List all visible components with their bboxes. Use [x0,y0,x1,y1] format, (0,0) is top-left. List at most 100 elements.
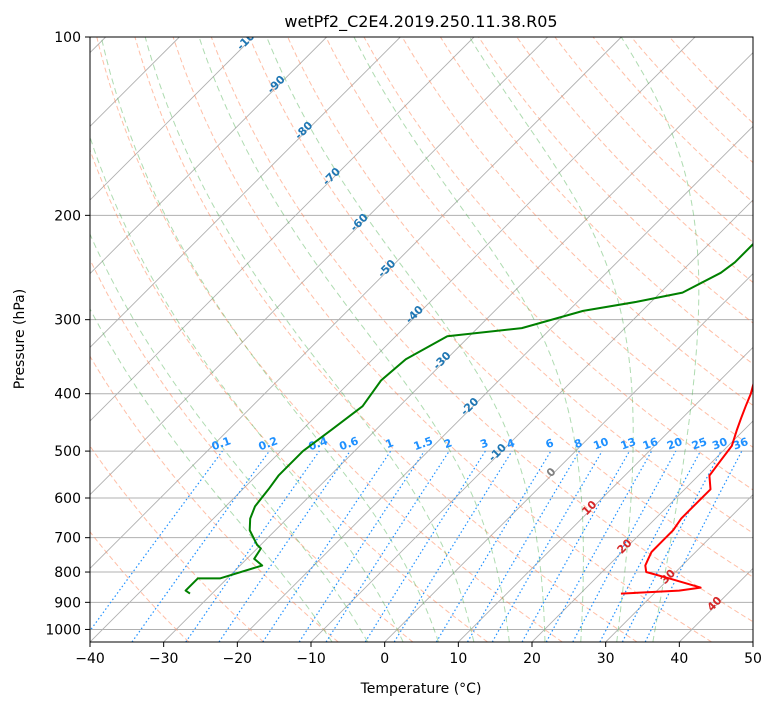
mixing-ratio-line [364,450,486,642]
dry-adiabat [249,37,753,578]
isotherm-line [605,494,753,642]
mixing-ratio-line [491,450,603,642]
mixing-ratio-label: 8 [572,436,584,451]
dry-adiabat [363,37,753,448]
mixing-ratio-line [262,450,392,642]
isotherm-line [237,125,753,642]
moist-adiabat [620,37,700,642]
isotherm-label: -80 [292,119,315,142]
x-tick-label: 20 [523,651,541,667]
mixing-ratio-label: 25 [690,435,709,452]
isotherm-line [458,346,753,642]
y-tick-label: 100 [54,30,81,46]
mixing-ratio-label: 4 [505,436,517,451]
moist-adiabat [144,37,475,642]
moist-adiabat [90,308,333,642]
dry-adiabat [401,37,753,406]
dry-adiabat [210,37,753,623]
dry-adiabat [134,37,638,642]
isotherm-label: 20 [615,536,635,556]
y-tick-label: 800 [54,565,81,581]
dry-adiabat [516,37,753,284]
moist-adiabat [266,37,546,642]
dry-adiabat [439,37,753,365]
temperature-profile [620,381,753,595]
isotherm-line [90,37,475,422]
moist-adiabat [353,37,584,642]
mixing-ratio-label: 0.6 [338,434,361,453]
dry-adiabat [669,37,753,124]
mixing-ratio-line [90,450,223,632]
isotherm-line [90,37,696,642]
mixing-ratio-label: 3 [478,436,490,451]
dry-adiabat [90,531,190,642]
y-tick-label: 700 [54,531,81,547]
y-tick-label: 200 [54,208,81,224]
isotherm-line [679,567,753,642]
mixing-ratio-label: 0.1 [210,434,233,453]
y-axis-label: Pressure (hPa) [12,289,28,389]
mixing-ratio-label: 16 [641,435,660,453]
mixing-ratio-label: 30 [710,435,729,453]
mixing-ratio-line [572,450,677,642]
isotherm-line [163,52,753,642]
x-tick-label: −40 [75,651,105,667]
moist-adiabat [100,37,439,642]
mixing-ratio-label: 1 [384,436,396,451]
isotherm-line [384,273,753,642]
dry-adiabat [90,445,264,642]
x-tick-label: −20 [223,651,253,667]
y-tick-label: 400 [54,387,81,403]
x-tick-label: 30 [597,651,615,667]
mixing-ratio-label: 0.2 [257,434,280,453]
isotherm-line [752,641,753,642]
chart-title: wetPf2_C2E4.2019.250.11.38.R05 [284,12,557,32]
dry-adiabat [478,37,753,324]
isotherm-line [90,37,254,201]
y-axis: 100 200 300 400 500 600 700 800 900 1000 [45,30,90,638]
x-tick-label: −30 [149,651,179,667]
y-tick-label: 900 [54,595,81,611]
dry-adiabat [287,37,753,534]
isotherm-label: -70 [320,165,343,188]
mixing-ratio-label: 10 [592,435,611,453]
mixing-ratio-label: 13 [619,435,638,452]
isotherm-line [90,37,327,275]
mixing-ratio-line [545,450,653,642]
isotherm-line [310,199,753,642]
x-tick-label: −10 [296,651,326,667]
moist-adiabat [90,232,369,642]
mixing-ratio-line [218,450,351,642]
mixing-ratio-line [621,450,722,642]
mixing-ratio-label: 20 [665,435,684,453]
x-tick-label: 0 [380,651,389,667]
mixing-ratio-label: 2 [442,436,454,451]
dry-adiabat [96,37,563,642]
isotherm-label: -100 [234,24,263,53]
mixing-ratio-line [298,450,425,642]
mixing-ratio-line [644,450,743,642]
isotherm-label: -20 [458,395,481,418]
plot-frame [89,36,754,643]
isotherm-line [90,37,622,569]
mixing-ratio-line [185,450,320,642]
mixing-ratio-label: 1.5 [412,434,435,453]
moist-adiabat [198,37,510,642]
mixing-ratio-line [466,450,580,642]
isotherm-label: -60 [348,211,371,234]
plot-area: 0.1 0.2 0.4 0.6 1 1.5 2 3 4 6 8 10 13 16 20 25 30 36-100-… [90,24,753,642]
mixing-ratio-label: 6 [544,436,556,451]
dry-adiabat [325,37,753,491]
moist-adiabat [469,37,634,642]
dry-adiabat [172,37,712,642]
isotherm-label: -30 [430,349,453,372]
x-tick-label: 40 [670,651,688,667]
mixing-ratio-label: 36 [731,435,750,453]
y-tick-label: 500 [54,444,81,460]
dry-adiabat [592,37,753,203]
mixing-ratio-line [325,450,450,642]
x-tick-label: 10 [449,651,467,667]
dry-adiabat [554,37,753,243]
mixing-ratio-line [435,450,552,642]
x-axis: −40 −30 −20 −10 0 10 20 30 40 50 [75,642,762,667]
